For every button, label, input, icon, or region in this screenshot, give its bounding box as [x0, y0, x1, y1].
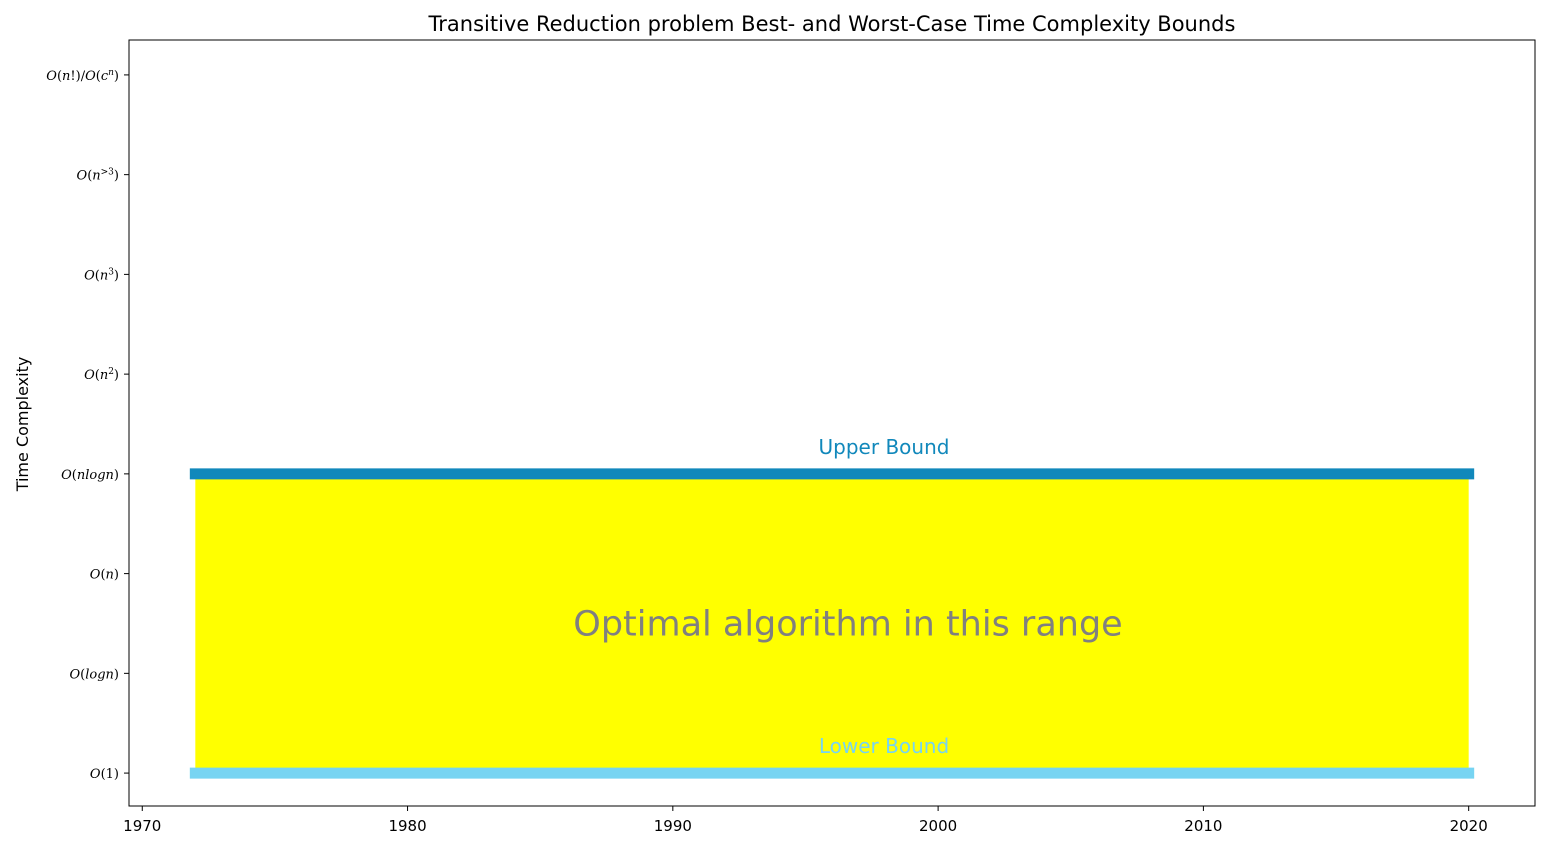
- x-tick-label-1980: 1980: [388, 817, 426, 835]
- y-tick-label-6: O(n>3): [77, 168, 119, 184]
- x-tick-label-2020: 2020: [1450, 817, 1488, 835]
- y-axis-label: Time Complexity: [13, 357, 32, 493]
- y-axis: O(1) O(logn) O(n) O(nlogn) O(n2) O(n3) O(n>3) O…: [46, 68, 129, 782]
- y-tick-label-4: O(n2): [84, 367, 119, 383]
- optimal-range-annotation: Optimal algorithm in this range: [573, 604, 1122, 644]
- x-tick-label-2000: 2000: [919, 817, 957, 835]
- x-tick-label-1990: 1990: [654, 817, 692, 835]
- upper-bound-label: Upper Bound: [819, 435, 950, 459]
- plot-marks: Upper Bound Lower Bound Optimal algorithm …: [189, 435, 1475, 779]
- plot-frame: [128, 39, 1536, 807]
- chart-title: Transitive Reduction problem Best- and W…: [428, 12, 1236, 36]
- optimal-range-fill: [195, 473, 1469, 774]
- x-axis: 1970 1980 1990 2000 2010 2020: [123, 806, 1488, 835]
- y-tick-label-2: O(n): [90, 568, 119, 583]
- y-tick-label-1: O(logn): [69, 667, 119, 682]
- y-tick-label-3: O(nlogn): [61, 468, 119, 483]
- y-tick-label-0: O(1): [90, 767, 119, 782]
- y-tick-label-7: O(n!)/O(cn): [46, 68, 119, 84]
- lower-bound-label: Lower Bound: [819, 734, 949, 758]
- y-tick-label-5: O(n3): [84, 267, 119, 283]
- x-tick-label-2010: 2010: [1184, 817, 1222, 835]
- x-tick-label-1970: 1970: [123, 817, 161, 835]
